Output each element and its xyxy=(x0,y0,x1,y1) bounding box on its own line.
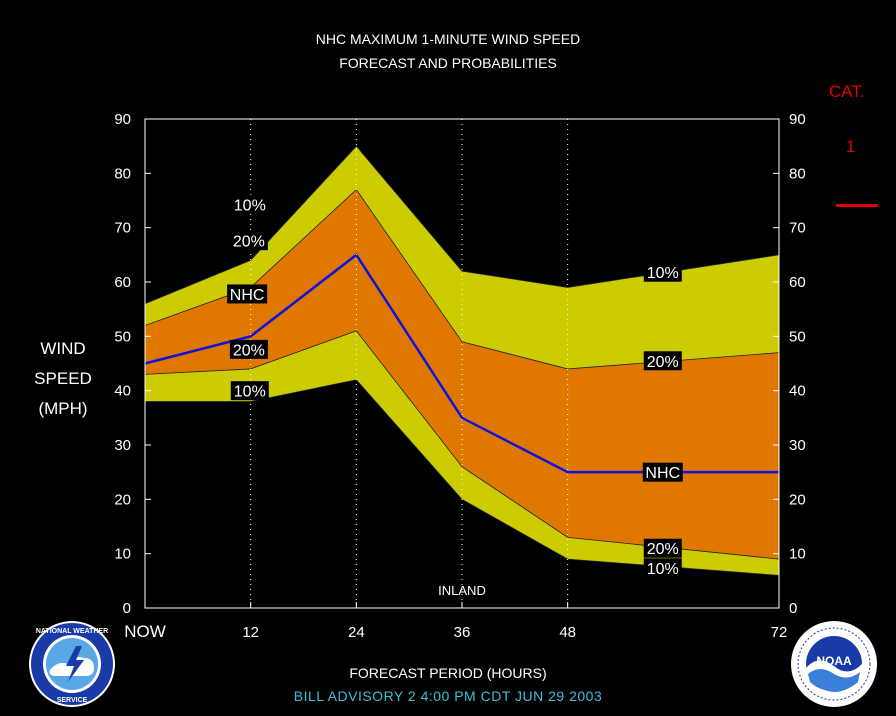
series-data-label-bg xyxy=(227,284,268,304)
series-data-label-bg xyxy=(642,462,683,482)
y-tick-label-left: 60 xyxy=(114,274,131,291)
y-tick-label-right: 60 xyxy=(789,274,806,291)
series-data-label: NHC xyxy=(227,284,268,304)
series-line-upper-10pct xyxy=(144,145,780,305)
series-data-label: 20% xyxy=(643,538,682,558)
series-line-lower-10pct xyxy=(145,379,780,576)
inland-label: INLAND xyxy=(438,583,486,598)
y-tick-label-left: 50 xyxy=(114,328,131,345)
svg-text:NOAA: NOAA xyxy=(816,654,852,668)
series-data-label-bg xyxy=(230,194,269,214)
x-tick-label: 36 xyxy=(454,624,471,641)
y-tick-label-right: 90 xyxy=(789,111,806,128)
series-data-label: 20% xyxy=(229,339,268,359)
y-tick-label-right: 50 xyxy=(789,328,806,345)
series-data-label-bg xyxy=(643,351,682,371)
series-data-label: 10% xyxy=(643,262,682,282)
series-data-label-text: 10% xyxy=(234,197,266,214)
noaa-logo-icon: NOAA xyxy=(791,621,877,707)
chart-title-line2: FORECAST AND PROBABILITIES xyxy=(339,55,557,71)
series-data-label-text: 20% xyxy=(647,541,679,558)
x-tick-label: 48 xyxy=(559,624,576,641)
series-data-label: 20% xyxy=(643,351,682,371)
y-tick-label-left: 70 xyxy=(114,220,131,237)
x-tick-label: 72 xyxy=(771,624,788,641)
series-data-label: 10% xyxy=(230,194,269,214)
y-tick-label-right: 70 xyxy=(789,220,806,237)
category-title: CAT. xyxy=(829,82,865,101)
category-value: 1 xyxy=(846,137,856,156)
y-tick-label-right: 0 xyxy=(789,600,797,617)
series-data-label: NHC xyxy=(642,462,683,482)
y-tick-label-left: 80 xyxy=(114,165,131,182)
series-data-label-text: 20% xyxy=(233,342,265,359)
series-data-label-bg xyxy=(229,339,268,359)
series-data-label-text: 10% xyxy=(234,384,266,401)
y-tick-label-right: 30 xyxy=(789,437,806,454)
svg-text:SERVICE: SERVICE xyxy=(57,697,88,704)
y-tick-label-left: 40 xyxy=(114,383,131,400)
y-tick-label-right: 40 xyxy=(789,383,806,400)
series-data-label-bg xyxy=(229,231,268,251)
series-data-label-bg xyxy=(643,262,682,282)
y-tick-label-right: 20 xyxy=(789,491,806,508)
series-data-label-bg xyxy=(643,558,682,578)
series-data-label-text: 20% xyxy=(647,354,679,371)
category-indicator-line xyxy=(836,204,878,207)
advisory-footer: BILL ADVISORY 2 4:00 PM CDT JUN 29 2003 xyxy=(293,688,603,704)
series-data-label-text: NHC xyxy=(230,287,265,304)
y-tick-label-right: 10 xyxy=(789,546,806,563)
svg-text:NATIONAL WEATHER: NATIONAL WEATHER xyxy=(36,628,108,635)
series-data-label-text: 10% xyxy=(647,561,679,578)
series-data-label-text: NHC xyxy=(645,465,680,482)
y-tick-label-left: 90 xyxy=(114,111,131,128)
y-axis-label-line2: SPEED xyxy=(34,369,92,388)
series-data-label: 20% xyxy=(229,231,268,251)
y-tick-label-left: 0 xyxy=(123,600,131,617)
x-tick-label: 24 xyxy=(348,624,365,641)
x-axis-title: FORECAST PERIOD (HOURS) xyxy=(349,665,547,681)
y-tick-label-right: 80 xyxy=(789,165,806,182)
series-data-label: 10% xyxy=(643,558,682,578)
series-data-label-text: 10% xyxy=(647,265,679,282)
y-axis-label-line1: WIND xyxy=(40,339,86,358)
y-axis-label-line3: (MPH) xyxy=(38,399,88,418)
x-tick-label: NOW xyxy=(124,622,166,641)
series-data-label: 10% xyxy=(230,381,269,401)
series-data-label-text: 20% xyxy=(233,234,265,251)
y-tick-label-left: 20 xyxy=(114,491,131,508)
x-tick-label: 12 xyxy=(242,624,259,641)
nws-logo-icon: NATIONAL WEATHER SERVICE xyxy=(29,621,115,707)
y-tick-label-left: 30 xyxy=(114,437,131,454)
y-tick-label-left: 10 xyxy=(114,546,131,563)
series-line-lower-20pct xyxy=(144,330,780,560)
series-data-label-bg xyxy=(643,538,682,558)
chart-title-line1: NHC MAXIMUM 1-MINUTE WIND SPEED xyxy=(315,31,581,47)
series-data-label-bg xyxy=(230,381,269,401)
